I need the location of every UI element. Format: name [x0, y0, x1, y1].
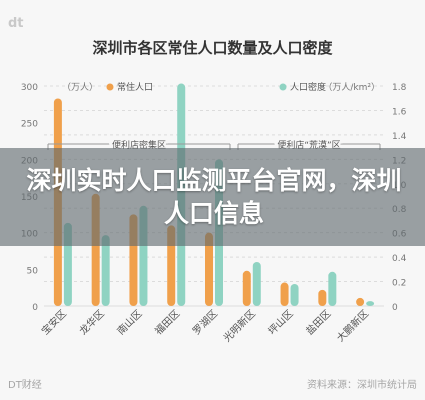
headline-overlay: [0, 148, 425, 246]
footer-brand: DT财经: [8, 380, 42, 391]
category-label: 坪山区: [265, 307, 295, 337]
category-label: 龙华区: [76, 307, 106, 337]
category-label: 大鹏新区: [334, 307, 371, 344]
category-label: 南山区: [114, 307, 144, 337]
category-label: 福田区: [152, 307, 182, 337]
category-label: 光明新区: [220, 307, 257, 344]
bar-population: [242, 270, 251, 306]
bar-population: [280, 282, 289, 306]
bar-density: [328, 271, 337, 306]
headline-text: 深圳实时人口监测平台官网，深圳人口信息: [26, 166, 402, 228]
category-label: 宝安区: [39, 307, 69, 337]
bar-density: [366, 301, 375, 306]
legend-label-density: 人口密度: [290, 81, 326, 93]
right-tick-label: 0: [392, 303, 398, 313]
right-tick-label: 0.2: [392, 279, 406, 289]
left-tick-label: 0: [32, 303, 38, 313]
left-tick-label: 50: [27, 266, 39, 276]
legend-marker-density: [279, 83, 287, 91]
right-tick-label: 1.6: [392, 107, 407, 117]
brand-logo: dt: [8, 16, 24, 31]
bar-density: [252, 262, 261, 306]
category-label: 盐田区: [303, 307, 333, 337]
left-axis-unit: （万人）: [62, 82, 98, 93]
bar-density: [101, 235, 110, 306]
bar-density: [290, 284, 299, 306]
footer-source: 资料来源：深圳市统计局: [307, 380, 417, 391]
bar-population: [318, 289, 327, 306]
right-tick-label: 1.4: [392, 132, 407, 142]
bar-population: [205, 232, 213, 306]
left-tick-label: 250: [21, 120, 38, 130]
right-axis-unit: （万人/km²）: [323, 82, 380, 93]
bar-population: [356, 297, 365, 306]
left-tick-label: 300: [21, 83, 38, 93]
legend-label-population: 常住人口: [117, 81, 153, 93]
legend-marker-population: [106, 83, 114, 91]
right-tick-label: 1.8: [392, 83, 407, 93]
category-label: 罗湖区: [190, 308, 220, 338]
right-tick-label: 0.4: [392, 254, 407, 264]
chart-title: 深圳市各区常住人口数量及人口密度: [92, 39, 333, 57]
